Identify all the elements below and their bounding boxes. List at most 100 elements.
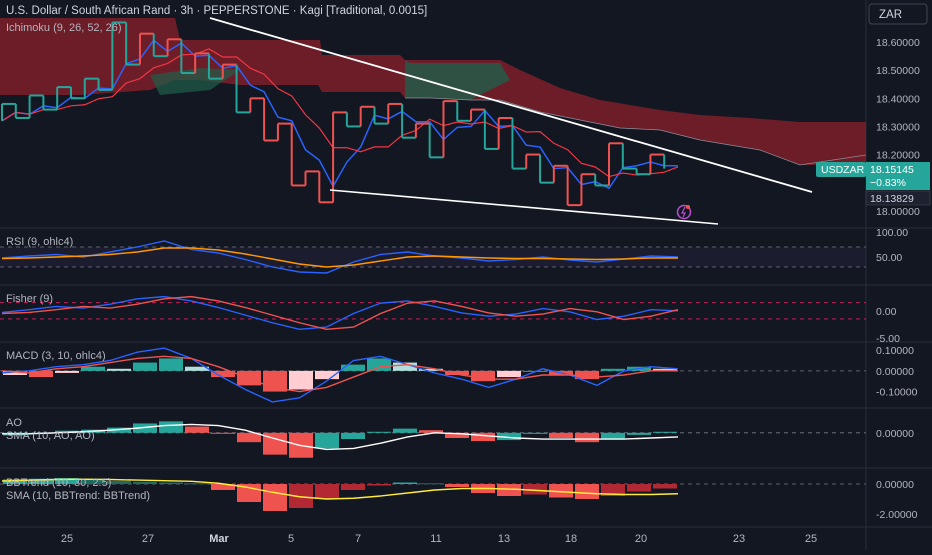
price-change: −0.83% xyxy=(870,177,906,189)
trendline-upper[interactable] xyxy=(209,17,813,193)
histogram-bar xyxy=(393,482,417,484)
histogram-bar xyxy=(211,370,235,378)
rsi-legend: RSI (9, ohlc4) xyxy=(6,236,73,248)
histogram-bar xyxy=(653,368,677,371)
histogram-bar xyxy=(29,370,53,378)
histogram-bar xyxy=(133,481,157,484)
ao-sma-line xyxy=(2,423,679,451)
histogram-bar xyxy=(653,484,677,489)
price-tick-label: 18.60000 xyxy=(876,37,920,49)
histogram-bar xyxy=(601,432,625,440)
ao-legend: AO xyxy=(6,417,22,429)
macd-legend: MACD (3, 10, ohlc4) xyxy=(6,350,106,362)
price-value: 18.15145 xyxy=(870,164,914,176)
histogram-bar xyxy=(341,432,365,440)
time-tick-label: 25 xyxy=(61,533,73,545)
histogram-bar xyxy=(315,484,339,499)
rsi-tick-label: 100.00 xyxy=(876,227,908,239)
symbol-badge xyxy=(816,162,866,177)
ao-legend-sma: SMA (10, AO, AO) xyxy=(6,430,95,442)
histogram-bar xyxy=(601,484,625,496)
ichimoku-cloud-green xyxy=(405,60,510,100)
time-tick-label: 20 xyxy=(635,533,647,545)
price-tag xyxy=(866,162,930,190)
bbtrend-pane: 0.00000 -2.00000 BBTrend (10, 30, 2.5)SMA … xyxy=(0,477,918,521)
time-tick-label: 7 xyxy=(355,533,361,545)
histogram-bar xyxy=(627,432,651,435)
ao-tick-label: 0.00000 xyxy=(876,428,914,440)
price-pane[interactable]: 18.60000 18.50000 18.40000 18.30000 18.20000… xyxy=(0,17,920,225)
macd-tick-label: 0.00000 xyxy=(876,366,914,378)
lightning-icon xyxy=(681,206,686,218)
histogram-bar xyxy=(107,481,131,484)
time-tick-label: 5 xyxy=(288,533,294,545)
histogram-bar xyxy=(289,370,313,390)
histogram-bar xyxy=(3,479,27,484)
histogram-bar xyxy=(55,478,79,484)
symbol-badge-label: USDZAR xyxy=(821,164,865,176)
base-line xyxy=(1,48,679,178)
trendline-lower[interactable] xyxy=(329,189,719,225)
rsi-tick-label: 50.00 xyxy=(876,252,902,264)
dividend-marker[interactable] xyxy=(676,204,692,220)
kagi-series xyxy=(1,21,666,207)
histogram-bar xyxy=(523,484,547,495)
macd-tick-label: 0.10000 xyxy=(876,345,914,357)
histogram-bar xyxy=(29,478,53,484)
bbtrend-legend-sma: SMA (10, BBTrend: BBTrend) xyxy=(6,490,150,502)
rsi-rsi-based-ma-line xyxy=(1,247,678,268)
histogram-bar xyxy=(653,431,677,433)
ichimoku-span-outline xyxy=(405,97,867,166)
conversion-line xyxy=(1,39,678,190)
histogram-bar xyxy=(341,484,365,490)
histogram-bar xyxy=(419,430,443,433)
price-tick-label: 18.00000 xyxy=(876,206,920,218)
histogram-bar xyxy=(497,432,521,441)
histogram-bar xyxy=(393,362,417,371)
histogram-bar xyxy=(133,423,157,433)
oscillator-panes: 100.00 50.00 RSI (9, ohlc4) 0.00 -5.00 Fisher… xyxy=(0,227,918,521)
time-tick-label: 13 xyxy=(498,533,510,545)
histogram-bar xyxy=(627,484,651,492)
histogram-bar xyxy=(55,370,79,373)
histogram-bar xyxy=(107,368,131,371)
histogram-bar xyxy=(133,362,157,371)
histogram-bar xyxy=(575,484,599,499)
histogram-bar xyxy=(341,364,365,371)
histogram-bar xyxy=(315,432,339,449)
fisher-trigger-line xyxy=(1,295,679,330)
fisher-pane: 0.00 -5.00 Fisher (9) xyxy=(0,293,900,345)
time-tick-label: 27 xyxy=(142,533,154,545)
histogram-bar xyxy=(523,432,547,434)
price-tick-label: 18.20000 xyxy=(876,150,920,162)
histogram-bar xyxy=(549,432,573,438)
price-axis[interactable]: 18.60000 18.50000 18.40000 18.30000 18.20000… xyxy=(876,37,920,218)
macd-pane: 0.10000 0.00000 -0.10000 MACD (3, 10, ohlc4… xyxy=(0,345,918,403)
macd-signal-line xyxy=(1,355,678,393)
currency-label: ZAR xyxy=(879,9,902,21)
time-tick-label: 18 xyxy=(565,533,577,545)
bbtrend-tick-label: -2.00000 xyxy=(876,509,918,521)
histogram-bar xyxy=(445,484,469,487)
histogram-bar xyxy=(445,370,469,375)
histogram-bar xyxy=(185,483,209,485)
histogram-bar xyxy=(81,366,105,371)
histogram-bar xyxy=(159,358,183,371)
low-tag-value: 18.13829 xyxy=(870,193,914,205)
price-tick-label: 18.30000 xyxy=(876,121,920,133)
histogram-bar xyxy=(393,428,417,433)
currency-button[interactable]: ZAR xyxy=(868,3,928,25)
macd-macd-line xyxy=(1,347,679,403)
histogram-bar xyxy=(497,484,521,496)
time-tick-label: Mar xyxy=(209,533,229,545)
histogram-bar xyxy=(3,370,27,375)
symbol-title: U.S. Dollar / South African Rand · 3h · … xyxy=(6,5,427,17)
time-axis[interactable]: 25 27 Mar 5 7 11 13 18 20 23 25 xyxy=(61,533,817,545)
histogram-bar xyxy=(419,483,443,485)
price-tick-label: 18.50000 xyxy=(876,65,920,77)
fisher-legend: Fisher (9) xyxy=(6,293,53,305)
last-price-badge[interactable]: USDZAR 18.15145 −0.83% 18.13829 xyxy=(816,162,931,206)
